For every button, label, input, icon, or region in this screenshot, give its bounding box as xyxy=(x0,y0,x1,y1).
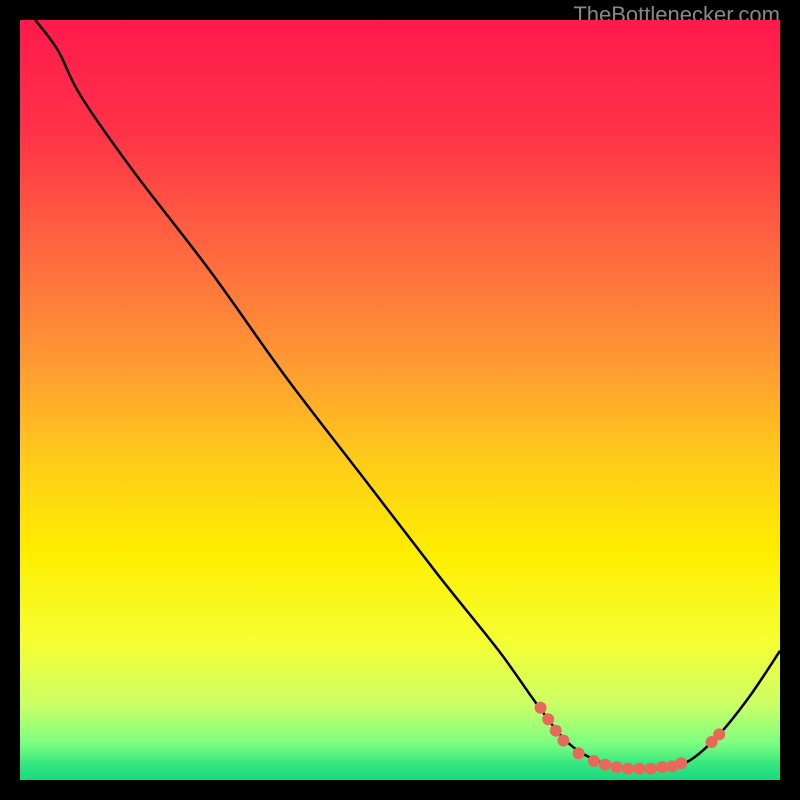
gradient-background xyxy=(20,20,780,780)
data-marker xyxy=(542,713,554,725)
data-marker xyxy=(535,702,547,714)
data-marker xyxy=(588,755,600,767)
data-marker xyxy=(599,759,611,771)
data-marker xyxy=(550,725,562,737)
data-marker xyxy=(622,763,634,775)
data-marker xyxy=(633,763,645,775)
data-marker xyxy=(611,761,623,773)
chart-svg xyxy=(20,20,780,780)
data-marker xyxy=(675,757,687,769)
data-marker xyxy=(573,747,585,759)
data-marker xyxy=(557,734,569,746)
data-marker xyxy=(713,728,725,740)
bottleneck-chart xyxy=(20,20,780,780)
data-marker xyxy=(645,763,657,775)
